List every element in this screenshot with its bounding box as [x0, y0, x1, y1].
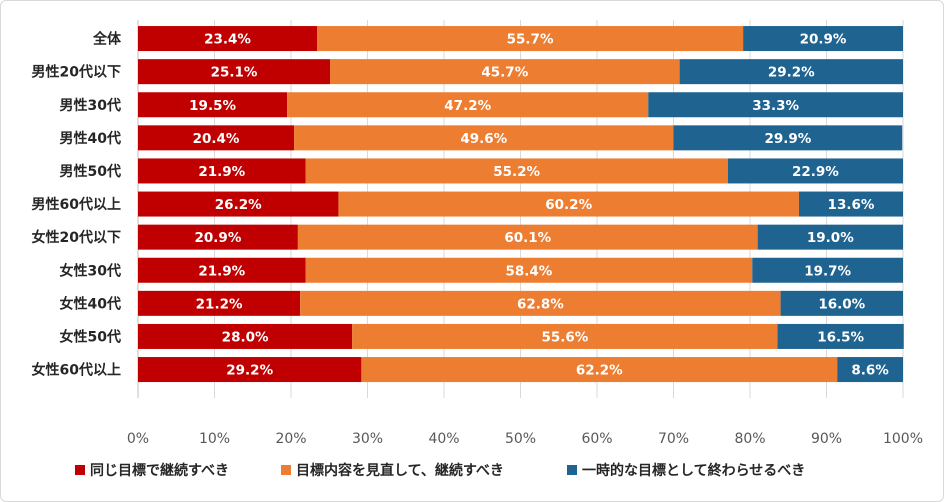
data-label: 21.2%	[196, 296, 243, 312]
data-label: 60.2%	[545, 197, 592, 213]
category-label: 女性20代以下	[32, 229, 121, 246]
data-label: 19.5%	[189, 98, 236, 114]
legend-label: 同じ目標で継続すべき	[90, 462, 229, 479]
data-label: 29.2%	[226, 363, 273, 379]
legend-swatch	[567, 465, 577, 475]
data-label: 29.2%	[768, 65, 815, 81]
bar-segment	[752, 257, 903, 283]
data-label: 19.7%	[804, 263, 851, 279]
data-label: 8.6%	[851, 363, 889, 379]
bar-segment	[338, 191, 799, 217]
category-label: 女性60代以上	[32, 362, 121, 379]
bar-segment	[138, 26, 318, 52]
bar-segment	[305, 257, 753, 283]
bar-segment	[294, 125, 674, 151]
category-label: 男性20代以下	[32, 64, 121, 81]
category-label: 男性60代以上	[32, 196, 121, 213]
category-label: 女性40代	[60, 295, 121, 312]
data-label: 20.9%	[195, 230, 242, 246]
bar-segment	[757, 224, 903, 250]
bar-segment	[138, 125, 295, 151]
data-label: 55.2%	[493, 164, 540, 180]
bar-segment	[138, 92, 288, 118]
category-label: 全体	[92, 31, 122, 48]
data-label: 22.9%	[792, 164, 839, 180]
category-label: 男性50代	[60, 163, 121, 180]
x-tick-label: 30%	[352, 431, 383, 447]
bar-segment	[138, 59, 331, 85]
x-tick-label: 20%	[275, 431, 306, 447]
data-label: 55.7%	[507, 32, 554, 48]
category-labels: 全体男性20代以下男性30代男性40代男性50代男性60代以上女性20代以下女性…	[32, 31, 122, 379]
data-label: 28.0%	[222, 329, 269, 345]
category-label: 女性50代	[60, 328, 121, 345]
x-tick-label: 40%	[428, 431, 459, 447]
data-label: 26.2%	[215, 197, 262, 213]
bars: 23.4% 55.7% 20.9% 25.1% 45.7% 29.2% 19.5% 47.2%…	[138, 26, 904, 383]
legend-swatch	[75, 465, 85, 475]
category-label: 男性30代	[60, 97, 121, 114]
data-label: 23.4%	[204, 32, 251, 48]
x-tick-labels: 0% 10% 20% 30% 40% 50% 60% 70% 80% 90% 100%	[127, 431, 923, 447]
bar-segment	[138, 158, 306, 184]
x-tick-label: 70%	[658, 431, 689, 447]
bar-segment	[330, 59, 680, 85]
bar-segment	[138, 224, 298, 250]
data-label: 16.0%	[818, 296, 865, 312]
data-label: 20.9%	[800, 32, 847, 48]
legend-label: 一時的な目標として終わらせるべき	[582, 462, 805, 479]
bar-segment	[673, 125, 903, 151]
data-label: 20.4%	[193, 131, 240, 147]
data-label: 21.9%	[198, 164, 245, 180]
legend-swatch	[281, 465, 291, 475]
data-label: 60.1%	[504, 230, 551, 246]
x-tick-label: 100%	[883, 431, 923, 447]
bar-segment	[317, 26, 744, 52]
data-label: 16.5%	[817, 329, 864, 345]
legend: 同じ目標で継続すべき 目標内容を見直して、継続すべき 一時的な目標として終わらせるべ…	[75, 462, 805, 479]
category-label: 女性30代	[60, 262, 121, 279]
bar-segment	[679, 59, 903, 85]
bar-segment	[305, 158, 728, 184]
bar-segment	[138, 323, 353, 349]
bar-segment	[138, 191, 339, 217]
data-label: 55.6%	[541, 329, 588, 345]
legend-label: 目標内容を見直して、継続すべき	[296, 462, 504, 479]
bar-segment	[777, 323, 904, 349]
data-label: 58.4%	[505, 263, 552, 279]
data-label: 49.6%	[460, 131, 507, 147]
bar-segment	[300, 290, 781, 316]
bar-segment	[798, 191, 903, 217]
bar-segment	[287, 92, 649, 118]
data-label: 45.7%	[481, 65, 528, 81]
x-tick-label: 10%	[199, 431, 230, 447]
bar-segment	[138, 257, 306, 283]
bar-segment	[780, 290, 903, 316]
bar-segment	[138, 357, 362, 383]
data-label: 62.8%	[517, 296, 564, 312]
x-tick-label: 60%	[581, 431, 612, 447]
data-label: 47.2%	[444, 98, 491, 114]
bar-segment	[138, 290, 301, 316]
bar-segment	[297, 224, 758, 250]
data-label: 21.9%	[198, 263, 245, 279]
data-label: 29.9%	[764, 131, 811, 147]
x-tick-label: 80%	[734, 431, 765, 447]
x-tick-label: 90%	[811, 431, 842, 447]
x-tick-label: 50%	[505, 431, 536, 447]
bar-segment	[727, 158, 903, 184]
bar-segment	[648, 92, 903, 118]
bar-segment	[837, 357, 903, 383]
data-label: 25.1%	[211, 65, 258, 81]
bar-segment	[352, 323, 778, 349]
data-label: 62.2%	[576, 363, 623, 379]
x-tick-label: 0%	[127, 431, 149, 447]
bar-segment	[743, 26, 903, 52]
data-label: 19.0%	[807, 230, 854, 246]
bar-segment	[361, 357, 838, 383]
data-label: 13.6%	[828, 197, 875, 213]
category-label: 男性40代	[60, 130, 121, 147]
data-label: 33.3%	[752, 98, 799, 114]
